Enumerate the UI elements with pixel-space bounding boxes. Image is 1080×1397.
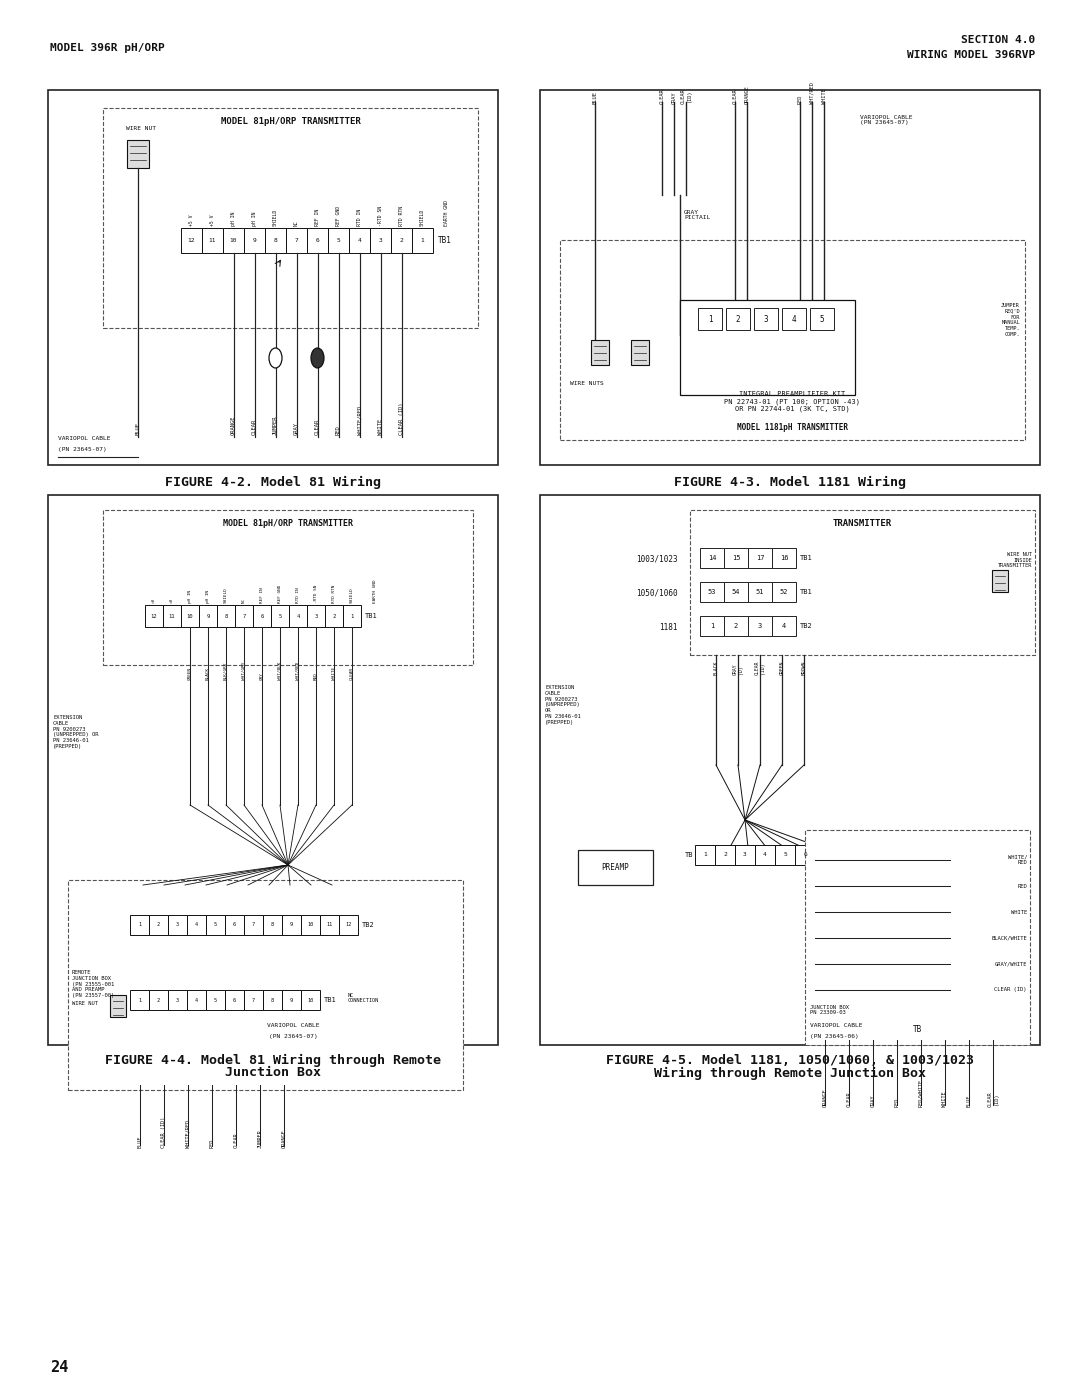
Text: INTEGRAL PREAMPLIFIER KIT
PN 22743-01 (PT 100; OPTION -43)
OR PN 22744-01 (3K TC: INTEGRAL PREAMPLIFIER KIT PN 22743-01 (P…	[725, 391, 861, 412]
Text: BLUE: BLUE	[593, 91, 597, 103]
Bar	[748, 616, 772, 636]
Text: FIGURE 4-2. Model 81 Wiring: FIGURE 4-2. Model 81 Wiring	[165, 475, 381, 489]
Text: pH IN: pH IN	[188, 590, 192, 604]
Bar	[307, 605, 325, 627]
Text: ORANGE: ORANGE	[231, 415, 237, 434]
Bar	[810, 307, 834, 330]
Text: 12: 12	[151, 613, 158, 619]
Text: 2: 2	[400, 237, 403, 243]
Text: 3: 3	[764, 314, 768, 324]
Text: (PN 23645-07): (PN 23645-07)	[58, 447, 107, 453]
Text: 53: 53	[707, 590, 716, 595]
Bar	[748, 548, 772, 569]
Text: CLEAR: CLEAR	[315, 419, 320, 434]
Bar	[724, 583, 748, 602]
Text: 8: 8	[225, 613, 228, 619]
Text: EARTH GND: EARTH GND	[444, 200, 448, 226]
Text: FIGURE 4-4. Model 81 Wiring through Remote: FIGURE 4-4. Model 81 Wiring through Remo…	[105, 1053, 441, 1066]
Text: GREEN: GREEN	[780, 661, 784, 675]
Bar	[343, 605, 361, 627]
Text: 3: 3	[758, 623, 762, 629]
Bar	[253, 605, 271, 627]
Bar	[199, 605, 217, 627]
Bar	[217, 605, 235, 627]
Text: 5: 5	[214, 997, 217, 1003]
Text: MODEL 81pH/ORP TRANSMITTER: MODEL 81pH/ORP TRANSMITTER	[220, 116, 361, 126]
Text: GRAY: GRAY	[294, 422, 299, 434]
Text: pH IN: pH IN	[206, 590, 210, 604]
Text: 1: 1	[710, 623, 714, 629]
Text: 11: 11	[208, 237, 216, 243]
Text: BLACK: BLACK	[714, 661, 718, 675]
Text: JUMPER: JUMPER	[273, 415, 278, 434]
Bar	[48, 495, 498, 1045]
Text: GRAY
PICTAIL: GRAY PICTAIL	[684, 210, 711, 221]
Text: WHITE: WHITE	[822, 88, 826, 103]
Text: CLEAR: CLEAR	[660, 88, 664, 103]
Text: 1: 1	[138, 922, 141, 928]
Text: SHIELD: SHIELD	[224, 587, 228, 604]
Ellipse shape	[311, 348, 324, 367]
Text: 24: 24	[50, 1361, 68, 1376]
Ellipse shape	[730, 177, 740, 193]
Text: WIRE NUT: WIRE NUT	[126, 126, 156, 131]
Text: TB2: TB2	[362, 922, 375, 928]
Text: 4: 4	[782, 623, 786, 629]
Text: 6: 6	[233, 922, 237, 928]
Text: 4: 4	[792, 314, 796, 324]
Text: 2: 2	[734, 623, 738, 629]
Bar	[244, 990, 264, 1010]
Text: BLUE: BLUE	[967, 1094, 972, 1106]
Bar	[225, 915, 244, 935]
Bar	[289, 605, 307, 627]
Text: GRY: GRY	[260, 672, 264, 680]
Text: TRANSMITTER: TRANSMITTER	[833, 518, 892, 528]
Bar	[540, 495, 1040, 1045]
Text: 6: 6	[315, 237, 320, 243]
Bar	[145, 605, 163, 627]
Text: (PN 23645-06): (PN 23645-06)	[810, 1034, 859, 1039]
Bar	[696, 845, 715, 865]
Text: CLEAR (ID): CLEAR (ID)	[162, 1116, 166, 1148]
Text: 9: 9	[206, 613, 210, 619]
Bar	[370, 228, 391, 253]
Text: 10: 10	[187, 613, 193, 619]
Text: 6: 6	[804, 852, 807, 858]
Text: -RTD SN: -RTD SN	[314, 584, 318, 604]
Text: CLEAR: CLEAR	[233, 1133, 239, 1148]
Bar	[411, 228, 433, 253]
Bar	[772, 616, 796, 636]
Text: 7: 7	[242, 613, 245, 619]
Bar	[286, 228, 307, 253]
Text: 5: 5	[214, 922, 217, 928]
Text: REF GND: REF GND	[336, 205, 341, 226]
Text: REF IN: REF IN	[315, 208, 320, 226]
Text: FIGURE 4-5. Model 1181, 1050/1060, & 1003/1023: FIGURE 4-5. Model 1181, 1050/1060, & 100…	[606, 1053, 974, 1066]
Text: 11: 11	[326, 922, 333, 928]
Bar	[168, 915, 187, 935]
Text: -RTD SN: -RTD SN	[378, 205, 383, 226]
Bar	[700, 583, 724, 602]
Text: WHT/RED: WHT/RED	[810, 82, 814, 103]
Bar	[993, 570, 1008, 592]
Text: REF GND: REF GND	[278, 584, 282, 604]
Bar	[206, 990, 225, 1010]
Bar	[320, 915, 339, 935]
Text: RED: RED	[210, 1139, 215, 1148]
Bar	[206, 915, 225, 935]
Text: TB1: TB1	[324, 997, 337, 1003]
Text: REMOTE
JUNCTION BOX
(PN 23555-001
AND PREAMP
(PN 23557-00): REMOTE JUNCTION BOX (PN 23555-001 AND PR…	[72, 970, 114, 999]
Text: 12: 12	[188, 237, 195, 243]
Text: 2: 2	[157, 997, 160, 1003]
Text: 5: 5	[783, 852, 787, 858]
Text: >V: >V	[152, 598, 156, 604]
Bar	[187, 915, 206, 935]
Text: pH IN: pH IN	[252, 211, 257, 226]
Bar	[755, 845, 775, 865]
Text: +5 V: +5 V	[189, 215, 194, 226]
Bar	[181, 228, 202, 253]
Ellipse shape	[663, 177, 673, 193]
Text: BROWN: BROWN	[801, 661, 807, 675]
Text: REF IN: REF IN	[260, 587, 264, 604]
Text: 3: 3	[176, 997, 179, 1003]
